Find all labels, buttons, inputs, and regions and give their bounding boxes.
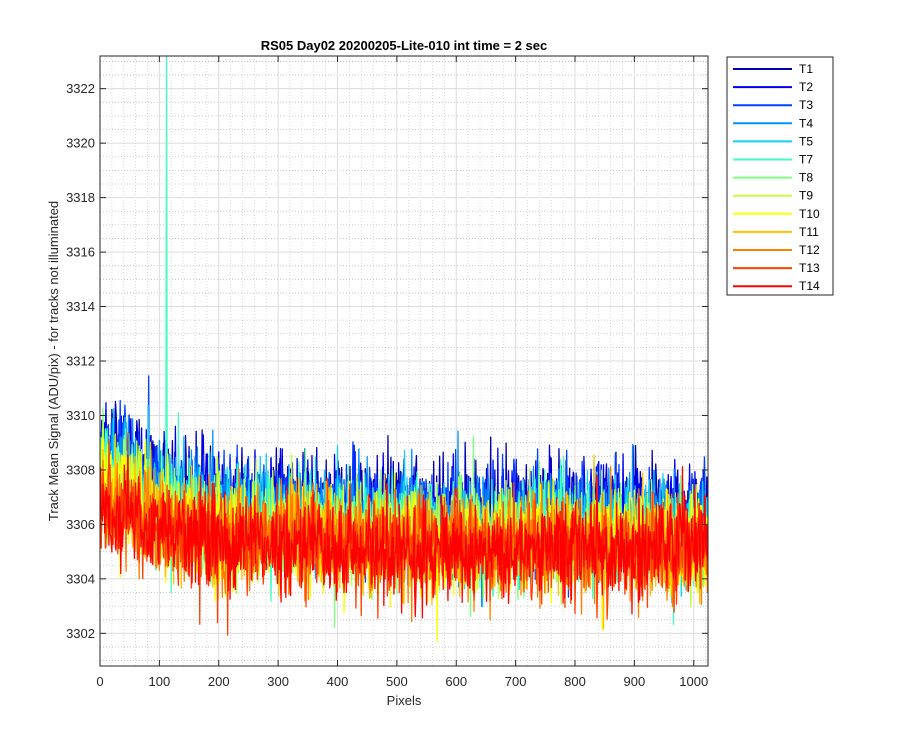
y-tick-label: 3302: [66, 626, 95, 641]
x-tick-label: 200: [208, 674, 230, 689]
legend-label-t5: T5: [799, 134, 813, 148]
x-tick-label: 1000: [679, 674, 708, 689]
legend-label-t11: T11: [799, 225, 819, 239]
x-axis: 0 100 200 300 400 500 600 700 800 900 1000: [96, 56, 708, 689]
legend-label-t8: T8: [799, 171, 813, 185]
legend-label-t12: T12: [799, 243, 820, 257]
x-tick-label: 500: [386, 674, 408, 689]
legend-label-t1: T1: [799, 62, 813, 76]
y-tick-label: 3310: [66, 408, 95, 423]
legend-label-t2: T2: [799, 80, 813, 94]
legend-box: [726, 56, 834, 296]
y-tick-label: 3304: [66, 571, 95, 586]
x-tick-label: 900: [624, 674, 646, 689]
y-axis-label: Track Mean Signal (ADU/pix) - for tracks…: [46, 201, 61, 521]
legend-label-t4: T4: [799, 116, 813, 130]
legend-label-t10: T10: [799, 207, 820, 221]
x-axis-label: Pixels: [387, 693, 422, 708]
y-tick-label: 3308: [66, 462, 95, 477]
legend-label-t13: T13: [799, 261, 820, 275]
y-tick-label: 3312: [66, 354, 95, 369]
x-tick-label: 400: [327, 674, 349, 689]
y-tick-label: 3306: [66, 517, 95, 532]
x-tick-label: 800: [564, 674, 586, 689]
y-axis: 3302 3304 3306 3308 3310 3312 3314 3316 3318 3320…: [66, 81, 708, 641]
y-tick-label: 3318: [66, 190, 95, 205]
x-tick-label: 0: [96, 674, 103, 689]
x-tick-label: 300: [267, 674, 289, 689]
y-tick-label: 3316: [66, 245, 95, 260]
legend-label-t7: T7: [799, 153, 813, 167]
legend-label-t9: T9: [799, 189, 813, 203]
series-lines: [100, 56, 708, 643]
legend-label-t3: T3: [799, 98, 813, 112]
y-tick-label: 3314: [66, 299, 95, 314]
y-tick-label: 3322: [66, 81, 95, 96]
x-tick-label: 600: [445, 674, 467, 689]
legend-label-t14: T14: [799, 279, 820, 293]
chart-title: RS05 Day02 20200205-Lite-010 int time = …: [261, 38, 548, 53]
x-tick-label: 100: [149, 674, 171, 689]
y-tick-label: 3320: [66, 136, 95, 151]
x-tick-label: 700: [505, 674, 527, 689]
legend: T1 T2 T3 T4 T5 T7 T8 T9 T10 T11 T12 T13 T14: [726, 56, 834, 296]
series-line-t14: [100, 454, 708, 619]
